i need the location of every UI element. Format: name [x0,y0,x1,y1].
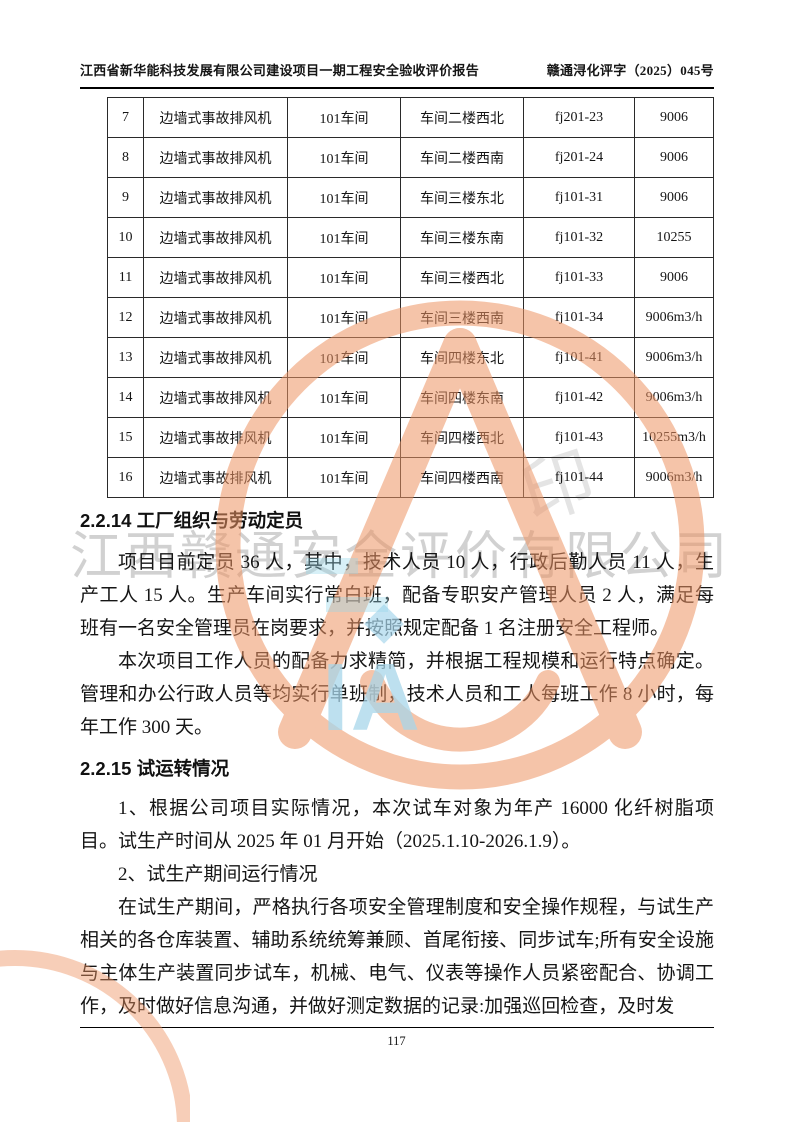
table-cell-airflow: 9006m3/h [634,297,714,338]
table-cell-code: fj101-33 [523,257,635,298]
table-cell-no: 13 [107,337,144,378]
table-cell-workshop: 101车间 [287,417,401,458]
header-report-title: 江西省新华能科技发展有限公司建设项目一期工程安全验收评价报告 [80,63,480,78]
table-cell-no: 15 [107,417,144,458]
table-cell-workshop: 101车间 [287,257,401,298]
paragraph-trial-run-2: 2、试生产期间运行情况 [118,864,318,885]
table-row: 11 边墙式事故排风机 101车间 车间三楼西北 fj101-33 9006 [107,257,714,298]
table-row: 8 边墙式事故排风机 101车间 车间二楼西南 fj201-24 9006 [107,137,714,178]
table-cell-name: 边墙式事故排风机 [143,257,288,298]
table-cell-airflow: 9006 [634,97,714,138]
table-cell-location: 车间二楼西北 [400,97,524,138]
table-cell-no: 7 [107,97,144,138]
table-row: 13 边墙式事故排风机 101车间 车间四楼东北 fj101-41 9006m3/h [107,337,714,378]
table-cell-code: fj101-44 [523,457,635,498]
table-cell-name: 边墙式事故排风机 [143,97,288,138]
table-cell-airflow: 9006 [634,177,714,218]
table-cell-code: fj101-42 [523,377,635,418]
table-cell-code: fj101-31 [523,177,635,218]
table-row: 7 边墙式事故排风机 101车间 车间二楼西北 fj201-23 9006 [107,97,714,138]
table-cell-location: 车间四楼西北 [400,417,524,458]
table-cell-airflow: 9006 [634,257,714,298]
table-cell-name: 边墙式事故排风机 [143,297,288,338]
table-cell-location: 车间三楼东北 [400,177,524,218]
header-document-number: 赣通浔化评字（2025）045号 [546,63,714,78]
table-cell-code: fj101-32 [523,217,635,258]
header-divider [80,87,714,89]
table-cell-airflow: 9006m3/h [634,377,714,418]
table-cell-name: 边墙式事故排风机 [143,217,288,258]
table-row: 9 边墙式事故排风机 101车间 车间三楼东北 fj101-31 9006 [107,177,714,218]
table-cell-code: fj201-24 [523,137,635,178]
table-cell-airflow: 10255m3/h [634,417,714,458]
equipment-table: 7 边墙式事故排风机 101车间 车间二楼西北 fj201-23 9006 8 边墙式事故排风… [107,97,714,498]
table-cell-code: fj201-23 [523,97,635,138]
table-cell-airflow: 9006 [634,137,714,178]
table-cell-workshop: 101车间 [287,457,401,498]
table-row: 16 边墙式事故排风机 101车间 车间四楼西南 fj101-44 9006m3/h [107,457,714,498]
page-header: 江西省新华能科技发展有限公司建设项目一期工程安全验收评价报告 赣通浔化评字（20… [80,60,714,79]
table-cell-code: fj101-34 [523,297,635,338]
equipment-table-body: 7 边墙式事故排风机 101车间 车间二楼西北 fj201-23 9006 8 边墙式事故排风… [107,97,714,498]
table-cell-workshop: 101车间 [287,97,401,138]
table-cell-name: 边墙式事故排风机 [143,337,288,378]
table-cell-workshop: 101车间 [287,297,401,338]
table-cell-workshop: 101车间 [287,337,401,378]
table-cell-workshop: 101车间 [287,137,401,178]
body-text-block: 2.2.14 工厂组织与劳动定员 项目目前定员 36 人，其中，技术人员 10 … [80,508,714,1023]
table-cell-location: 车间四楼西南 [400,457,524,498]
table-cell-no: 11 [107,257,144,298]
table-cell-no: 10 [107,217,144,258]
table-cell-airflow: 10255 [634,217,714,258]
table-cell-location: 车间四楼东南 [400,377,524,418]
table-row: 10 边墙式事故排风机 101车间 车间三楼东南 fj101-32 10255 [107,217,714,258]
paragraph-trial-run-1: 1、根据公司项目实际情况，本次试车对象为年产 16000 化纤树脂项目。试生产时… [80,798,714,852]
table-cell-no: 12 [107,297,144,338]
table-cell-workshop: 101车间 [287,177,401,218]
table-cell-location: 车间三楼西南 [400,297,524,338]
paragraph-trial-run-3: 在试生产期间，严格执行各项安全管理制度和安全操作规程，与试生产相关的各仓库装置、… [80,897,714,1017]
table-cell-no: 8 [107,137,144,178]
table-cell-airflow: 9006m3/h [634,337,714,378]
paragraph-staffing-1: 项目目前定员 36 人，其中，技术人员 10 人，行政后勤人员 11 人，生产工… [80,552,714,639]
table-cell-name: 边墙式事故排风机 [143,457,288,498]
table-cell-name: 边墙式事故排风机 [143,177,288,218]
table-cell-name: 边墙式事故排风机 [143,137,288,178]
section-title-2-2-14: 2.2.14 工厂组织与劳动定员 [80,510,304,531]
table-cell-no: 9 [107,177,144,218]
table-cell-no: 14 [107,377,144,418]
table-row: 15 边墙式事故排风机 101车间 车间四楼西北 fj101-43 10255m3/h [107,417,714,458]
table-cell-code: fj101-41 [523,337,635,378]
table-cell-airflow: 9006m3/h [634,457,714,498]
table-cell-location: 车间二楼西南 [400,137,524,178]
table-row: 12 边墙式事故排风机 101车间 车间三楼西南 fj101-34 9006m3/h [107,297,714,338]
table-cell-name: 边墙式事故排风机 [143,377,288,418]
table-cell-location: 车间四楼东北 [400,337,524,378]
section-title-2-2-15: 2.2.15 试运转情况 [80,758,230,779]
table-cell-workshop: 101车间 [287,377,401,418]
table-cell-location: 车间三楼东南 [400,217,524,258]
footer-divider [80,1027,714,1028]
table-cell-name: 边墙式事故排风机 [143,417,288,458]
table-cell-location: 车间三楼西北 [400,257,524,298]
table-cell-code: fj101-43 [523,417,635,458]
page-number: 117 [387,1034,406,1048]
paragraph-staffing-2: 本次项目工作人员的配备力求精简，并根据工程规模和运行特点确定。管理和办公行政人员… [80,651,714,738]
table-row: 14 边墙式事故排风机 101车间 车间四楼东南 fj101-42 9006m3/h [107,377,714,418]
table-cell-no: 16 [107,457,144,498]
table-cell-workshop: 101车间 [287,217,401,258]
